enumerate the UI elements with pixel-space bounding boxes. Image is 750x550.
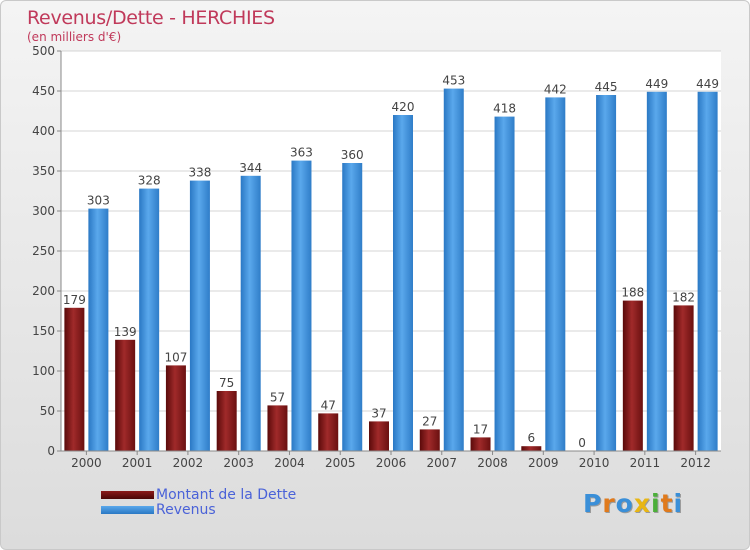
bar-dette <box>216 391 237 451</box>
value-label-revenus: 363 <box>290 146 313 160</box>
value-label-revenus: 420 <box>392 100 415 114</box>
value-label-dette: 179 <box>63 293 86 307</box>
bar-dette <box>115 339 136 451</box>
bar-dette <box>369 421 389 451</box>
bar-revenus <box>697 91 718 452</box>
value-label-revenus: 328 <box>138 174 161 188</box>
legend-item-dette: Montant de la Dette <box>101 486 297 503</box>
bar-revenus <box>240 175 261 452</box>
value-label-dette: 57 <box>270 390 285 404</box>
value-label-revenus: 449 <box>645 77 668 91</box>
proxiti-logo: Proxiti <box>583 489 683 518</box>
value-label-dette: 75 <box>219 376 234 390</box>
bar-revenus <box>291 160 312 451</box>
x-tick-label: 2006 <box>376 456 407 470</box>
value-label-dette: 0 <box>578 436 586 450</box>
value-label-dette: 37 <box>371 406 386 420</box>
logo-letter: r <box>602 489 616 518</box>
axes: 0 50 100 150 200 250 300 350 400 450 500 2000 2001 20… <box>32 44 721 470</box>
value-label-dette: 182 <box>672 290 695 304</box>
bar-revenus <box>88 208 109 451</box>
y-tick-label: 350 <box>32 164 55 178</box>
y-tick-label: 250 <box>32 244 55 258</box>
y-tick-label: 150 <box>32 324 55 338</box>
x-tick-label: 2008 <box>477 456 508 470</box>
bar-dette <box>64 307 85 451</box>
value-label-revenus: 360 <box>341 148 364 162</box>
value-label-revenus: 453 <box>442 74 465 88</box>
y-tick-label: 200 <box>32 284 55 298</box>
bar-dette <box>673 305 694 451</box>
bar-dette <box>622 300 643 451</box>
bar-dette <box>165 365 186 451</box>
bar-revenus <box>494 116 515 451</box>
x-tick-label: 2000 <box>71 456 102 470</box>
value-label-dette: 47 <box>321 398 336 412</box>
x-tick-label: 2002 <box>173 456 204 470</box>
bar-revenus <box>443 88 464 451</box>
y-tick-label: 400 <box>32 124 55 138</box>
value-label-revenus: 418 <box>493 102 516 116</box>
logo-letter: P <box>583 489 603 518</box>
x-tick-label: 2001 <box>122 456 153 470</box>
bar-revenus <box>545 97 566 452</box>
value-label-revenus: 442 <box>544 82 567 96</box>
y-tick-label: 100 <box>32 364 55 378</box>
x-tick-label: 2004 <box>274 456 305 470</box>
value-label-dette: 139 <box>114 325 137 339</box>
value-label-revenus: 344 <box>239 161 262 175</box>
x-tick-label: 2009 <box>528 456 559 470</box>
bar-dette <box>521 446 542 451</box>
value-label-revenus: 303 <box>87 194 110 208</box>
value-label-dette: 17 <box>473 422 488 436</box>
bar-dette <box>267 405 288 451</box>
x-tick-label: 2003 <box>223 456 254 470</box>
legend-item-revenus: Revenus <box>101 501 296 518</box>
x-tick-label: 2012 <box>680 456 711 470</box>
x-tick-label: 2011 <box>630 456 661 470</box>
value-label-revenus: 445 <box>595 80 618 94</box>
x-tick-label: 2005 <box>325 456 356 470</box>
bar-dette <box>318 413 339 451</box>
bar-revenus <box>646 91 667 452</box>
bar-revenus <box>139 188 160 451</box>
chart-title: Revenus/Dette - HERCHIES <box>27 7 275 29</box>
logo-letter: t <box>660 489 674 518</box>
value-label-revenus: 338 <box>188 166 211 180</box>
y-tick-label: 500 <box>32 44 55 58</box>
value-labels: 179 303 139 328 107 338 75 344 57 363 47 360 37 420 27… <box>63 74 719 450</box>
bar-revenus <box>393 115 413 451</box>
value-label-dette: 107 <box>164 350 187 364</box>
y-tick-label: 450 <box>32 84 55 98</box>
value-label-dette: 188 <box>621 286 644 300</box>
legend-swatch-dette <box>101 490 154 499</box>
logo-letter: i <box>673 489 684 518</box>
y-tick-label: 300 <box>32 204 55 218</box>
x-tick-label: 2007 <box>426 456 457 470</box>
legend: Montant de la Dette Revenus <box>101 486 297 518</box>
legend-label-dette: Montant de la Dette <box>156 486 297 503</box>
logo-letter: x <box>633 489 651 518</box>
bars <box>64 88 718 452</box>
logo-letter: i <box>651 489 661 518</box>
bar-revenus <box>189 180 210 451</box>
y-tick-label: 50 <box>40 404 55 418</box>
bar-revenus <box>596 95 617 451</box>
legend-swatch-revenus <box>101 505 154 514</box>
value-label-dette: 27 <box>422 414 437 428</box>
bar-revenus <box>342 163 363 451</box>
legend-label-revenus: Revenus <box>156 501 216 518</box>
bar-dette <box>419 429 440 451</box>
y-tick-label: 0 <box>47 444 55 458</box>
value-label-revenus: 449 <box>696 77 719 91</box>
value-label-dette: 6 <box>527 431 535 445</box>
bar-dette <box>470 437 491 451</box>
x-tick-label: 2010 <box>579 456 610 470</box>
logo-letter: o <box>615 489 634 518</box>
chart-subtitle: (en milliers d'€) <box>27 30 122 44</box>
